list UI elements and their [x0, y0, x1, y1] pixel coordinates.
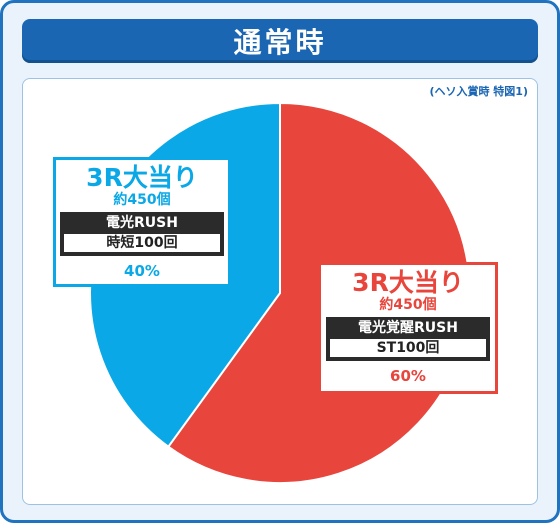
condition-note: (ヘソ入賞時 特図1) [429, 85, 528, 98]
mode-name: 電光覚醒RUSH [358, 320, 458, 336]
mode-bar: 電光RUSH 時短100回 [60, 212, 224, 256]
mode-bar: 電光覚醒RUSH ST100回 [326, 317, 490, 361]
slice-percent: 60% [390, 367, 426, 385]
mode-detail: ST100回 [330, 339, 486, 357]
slice-label: 3R大当り [352, 268, 464, 297]
legend-box-blue: 3R大当り 約450個 電光RUSH 時短100回 40% [53, 157, 231, 287]
mode-name: 電光RUSH [106, 215, 178, 231]
mode-detail: 時短100回 [64, 234, 220, 252]
legend-box-red: 3R大当り 約450個 電光覚醒RUSH ST100回 60% [318, 262, 498, 394]
page-title: 通常時 [22, 19, 538, 63]
slice-label: 3R大当り [86, 163, 198, 192]
slice-sub: 約450個 [379, 297, 437, 313]
slice-percent: 40% [124, 262, 160, 280]
slice-sub: 約450個 [113, 192, 171, 208]
